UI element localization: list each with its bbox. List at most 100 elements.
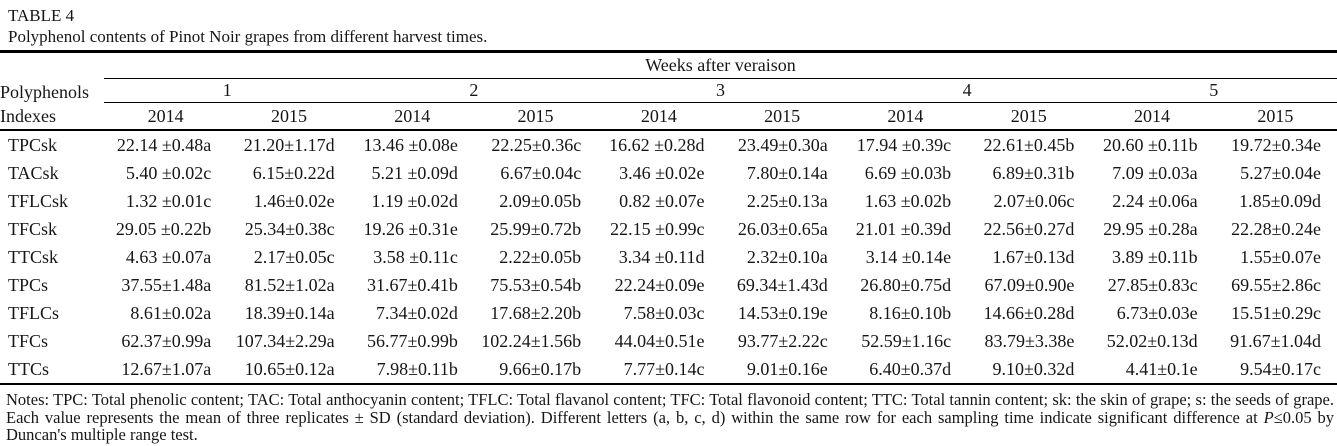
year-header: 2014 — [350, 102, 474, 131]
year-header: 2014 — [597, 102, 721, 131]
table-row-tpcsk: TPCsk 22.14 ±0.48a 21.20±1.17d 13.46 ±0.… — [0, 130, 1337, 159]
notes-text-after-p: ≤0.05 by Duncan's multiple range test. — [6, 407, 1335, 444]
value-cell: 8.16±0.10b — [869, 302, 952, 323]
value-cell: 1.46±0.02e — [253, 190, 335, 211]
year-header: 2015 — [1213, 102, 1337, 131]
value-cell: 26.03±0.65a — [737, 218, 828, 239]
table-row-tflcs: TFLCs 8.61±0.02a 18.39±0.14a 7.34±0.02d … — [0, 299, 1337, 327]
row-label: TPCsk — [8, 134, 58, 155]
value-cell: 19.26 ±0.31e — [363, 218, 458, 239]
value-cell: 5.27±0.04e — [1240, 162, 1321, 183]
table-row-tflcsk: TFLCsk 1.32 ±0.01c 1.46±0.02e 1.19 ±0.02… — [0, 187, 1337, 215]
year-header: 2015 — [473, 102, 598, 131]
row-label: TTCs — [0, 355, 104, 385]
value-cell: 1.55±0.07e — [1240, 246, 1321, 267]
week-header-2: 2 — [350, 78, 598, 103]
polyphenol-table: Polyphenols Indexes Weeks after veraison… — [0, 50, 1337, 385]
value-cell: 22.15 ±0.99c — [610, 218, 705, 239]
value-cell: 2.24 ±0.06a — [1112, 190, 1198, 211]
value-cell: 6.67±0.04c — [500, 162, 582, 183]
value-cell: 2.09±0.05b — [499, 190, 582, 211]
value-cell: 5.40 ±0.02c — [125, 162, 212, 183]
value-cell: 29.05 ±0.22b — [115, 218, 212, 239]
table-row-ttcs: TTCs 12.67±1.07a 10.65±0.12a 7.98±0.11b … — [0, 355, 1337, 385]
value-cell: 3.14 ±0.14e — [865, 246, 952, 267]
value-cell: 93.77±2.22c — [737, 330, 828, 351]
table-caption-text: Polyphenol contents of Pinot Noir grapes… — [8, 27, 488, 46]
value-cell: 81.52±1.02a — [244, 274, 335, 295]
value-cell: 18.39±0.14a — [244, 302, 335, 323]
value-cell: 22.28±0.24e — [1231, 218, 1321, 239]
value-cell: 21.01 ±0.39d — [855, 218, 952, 239]
table-row-ttcsk: TTCsk 4.63 ±0.07a 2.17±0.05c 3.58 ±0.11c… — [0, 243, 1337, 271]
table-row-tfcs: TFCs 62.37±0.99a 107.34±2.29a 56.77±0.99… — [0, 327, 1337, 355]
week-header-3: 3 — [597, 78, 844, 103]
value-cell: 29.95 ±0.28a — [1103, 218, 1198, 239]
value-cell: 9.66±0.17b — [473, 355, 598, 385]
row-label: TFCsk — [8, 218, 58, 239]
value-cell: 8.61±0.02a — [130, 302, 212, 323]
value-cell: 7.58±0.03c — [623, 302, 705, 323]
value-cell: 27.85±0.83c — [1107, 274, 1198, 295]
table-row-tfcsk: TFCsk 29.05 ±0.22b 25.34±0.38c 19.26 ±0.… — [0, 215, 1337, 243]
table-notes: Notes: TPC: Total phenolic content; TAC:… — [0, 391, 1337, 444]
value-cell: 13.46 ±0.08e — [363, 134, 458, 155]
value-cell: 52.59±1.16c — [861, 330, 952, 351]
value-cell: 22.14 ±0.48a — [116, 134, 212, 155]
value-cell: 26.80±0.75d — [860, 274, 952, 295]
row-label-header-line2: Indexes — [0, 106, 56, 126]
row-label: TTCsk — [8, 246, 59, 267]
value-cell: 9.01±0.16e — [720, 355, 844, 385]
year-header: 2014 — [104, 102, 228, 131]
value-cell: 4.63 ±0.07a — [125, 246, 212, 267]
header-row-span: Polyphenols Indexes Weeks after veraison — [0, 51, 1337, 131]
table-row-tacsk: TACsk 5.40 ±0.02c 6.15±0.22d 5.21 ±0.09d… — [0, 159, 1337, 187]
value-cell: 17.68±2.20b — [490, 302, 582, 323]
value-cell: 75.53±0.54b — [490, 274, 582, 295]
value-cell: 6.15±0.22d — [252, 162, 335, 183]
value-cell: 3.46 ±0.02e — [619, 162, 705, 183]
table-caption: TABLE 4 Polyphenol contents of Pinot Noi… — [0, 0, 1337, 47]
value-cell: 5.21 ±0.09d — [371, 162, 458, 183]
value-cell: 7.80±0.14a — [746, 162, 828, 183]
year-header: 2015 — [720, 102, 844, 131]
value-cell: 2.32±0.10a — [746, 246, 828, 267]
year-header: 2014 — [843, 102, 968, 131]
value-cell: 6.40±0.37d — [843, 355, 968, 385]
value-cell: 2.22±0.05b — [499, 246, 582, 267]
value-cell: 15.51±0.29c — [1231, 302, 1321, 323]
value-cell: 25.99±0.72b — [490, 218, 582, 239]
value-cell: 9.10±0.32d — [967, 355, 1091, 385]
value-cell: 69.34±1.43d — [736, 274, 828, 295]
week-header-5: 5 — [1090, 78, 1337, 103]
value-cell: 1.32 ±0.01c — [125, 190, 212, 211]
row-label-header-line1: Polyphenols — [0, 82, 90, 102]
value-cell: 16.62 ±0.28d — [609, 134, 705, 155]
week-header-1: 1 — [104, 78, 351, 103]
value-cell: 14.53±0.19e — [737, 302, 828, 323]
value-cell: 23.49±0.30a — [737, 134, 828, 155]
value-cell: 22.61±0.45b — [983, 134, 1075, 155]
value-cell: 1.85±0.09d — [1239, 190, 1321, 211]
value-cell: 2.17±0.05c — [253, 246, 335, 267]
value-cell: 22.56±0.27d — [983, 218, 1075, 239]
value-cell: 7.98±0.11b — [350, 355, 474, 385]
value-cell: 7.34±0.02d — [376, 302, 458, 323]
week-header-4: 4 — [843, 78, 1091, 103]
value-cell: 3.58 ±0.11c — [373, 246, 458, 267]
value-cell: 69.55±2.86c — [1231, 274, 1321, 295]
header-row-weeks: 1 2 3 4 5 — [0, 78, 1337, 103]
value-cell: 6.89±0.31b — [992, 162, 1075, 183]
value-cell: 83.79±3.38e — [984, 330, 1075, 351]
value-cell: 44.04±0.51e — [614, 330, 705, 351]
value-cell: 7.77±0.14c — [597, 355, 721, 385]
value-cell: 56.77±0.99b — [367, 330, 458, 351]
value-cell: 21.20±1.17d — [243, 134, 335, 155]
notes-p-symbol: P — [1263, 407, 1274, 427]
value-cell: 107.34±2.29a — [235, 330, 335, 351]
value-cell: 10.65±0.12a — [227, 355, 351, 385]
value-cell: 52.02±0.13d — [1106, 330, 1198, 351]
value-cell: 67.09±0.90e — [984, 274, 1075, 295]
value-cell: 2.25±0.13a — [746, 190, 828, 211]
table-row-tpcs: TPCs 37.55±1.48a 81.52±1.02a 31.67±0.41b… — [0, 271, 1337, 299]
